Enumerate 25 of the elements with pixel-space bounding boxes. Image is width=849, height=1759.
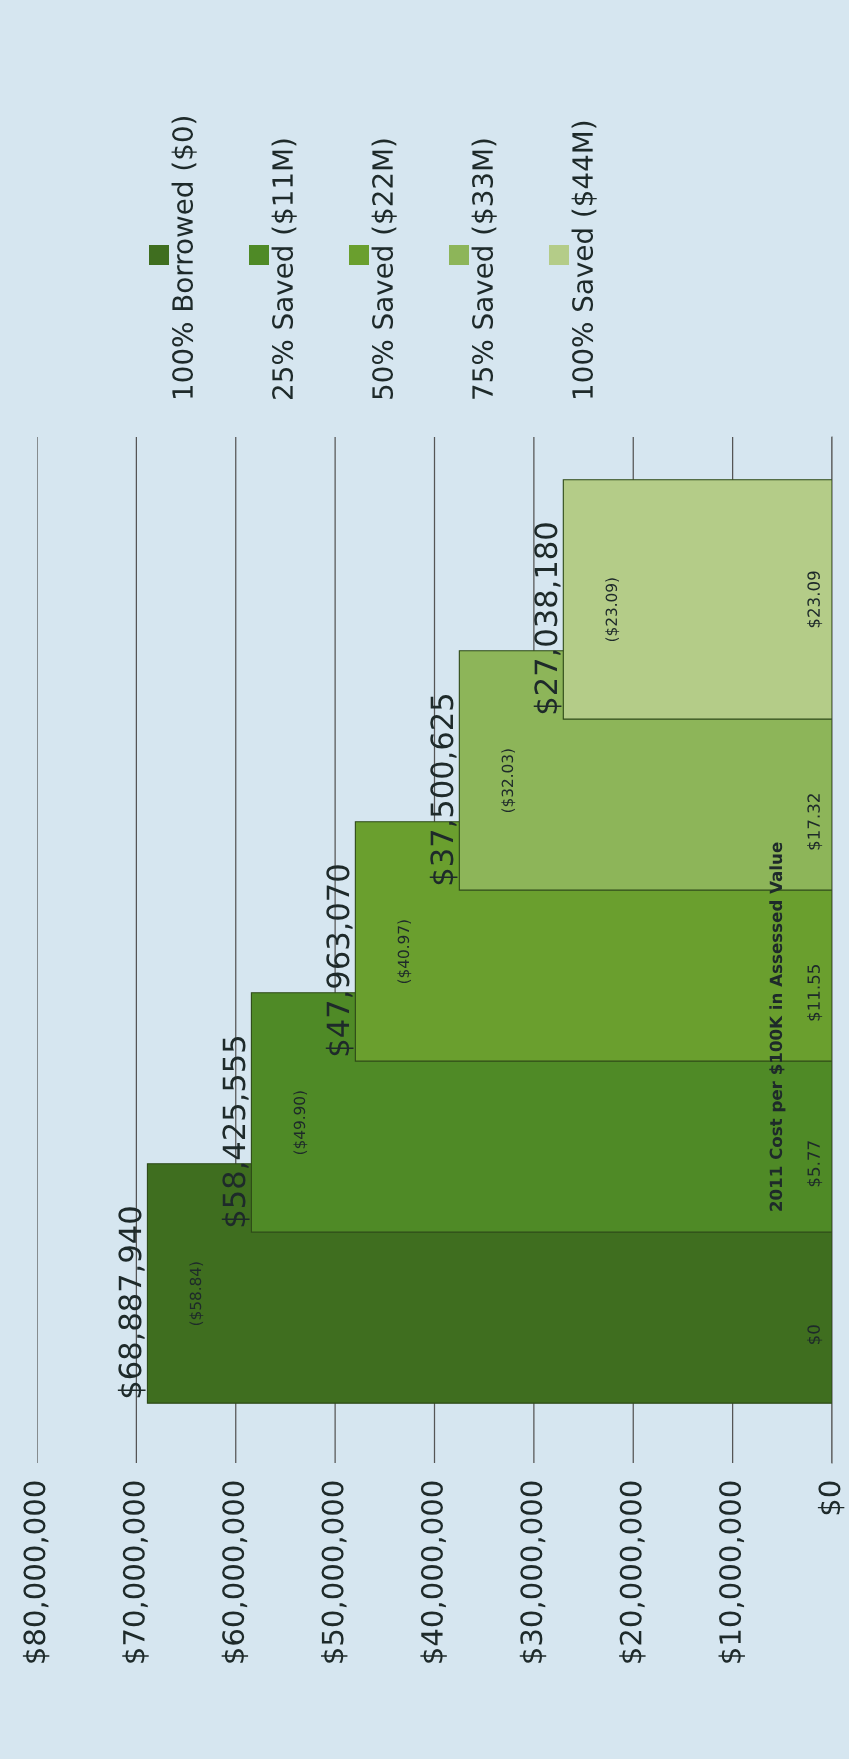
annotation: $17.32 [807, 794, 823, 850]
x-tick-label: $60,000,000 [221, 1481, 249, 1663]
text: $37,500,625 ($32.03) [429, 695, 516, 885]
legend-label: 100% Saved ($44M) [571, 121, 597, 398]
text: $68,887,940 ($58.84) [117, 1207, 204, 1398]
x-tick-label: $0 [817, 1481, 845, 1515]
annotation: 2011 Cost per $100K in Assessed Value [769, 842, 786, 1211]
legend-label: 75% Saved ($33M) [471, 139, 497, 399]
x-tick-label: $10,000,000 [718, 1481, 745, 1663]
text: $27,038,180 ($23.09) [533, 523, 620, 714]
x-tick-label: $80,000,000 [22, 1481, 50, 1663]
x-tick-label: $70,000,000 [122, 1481, 149, 1663]
legend-label: 50% Saved ($22M) [371, 139, 397, 399]
x-tick-label: $40,000,000 [420, 1481, 447, 1663]
legend-label: 100% Borrowed ($0) [171, 117, 197, 398]
annotation: $11.55 [807, 965, 823, 1021]
legend-label: 25% Saved ($11M) [271, 139, 297, 399]
x-tick-label: $20,000,000 [619, 1481, 646, 1663]
text: $47,963,070 ($40.97) [325, 865, 412, 1056]
annotation: $23.09 [807, 571, 823, 628]
x-tick-label: $50,000,000 [321, 1481, 348, 1663]
annotation: $0 [807, 1325, 823, 1344]
annotation: $5.77 [807, 1141, 823, 1187]
text: $58,425,555 ($49.90) [221, 1037, 308, 1227]
x-tick-label: $30,000,000 [519, 1481, 547, 1663]
